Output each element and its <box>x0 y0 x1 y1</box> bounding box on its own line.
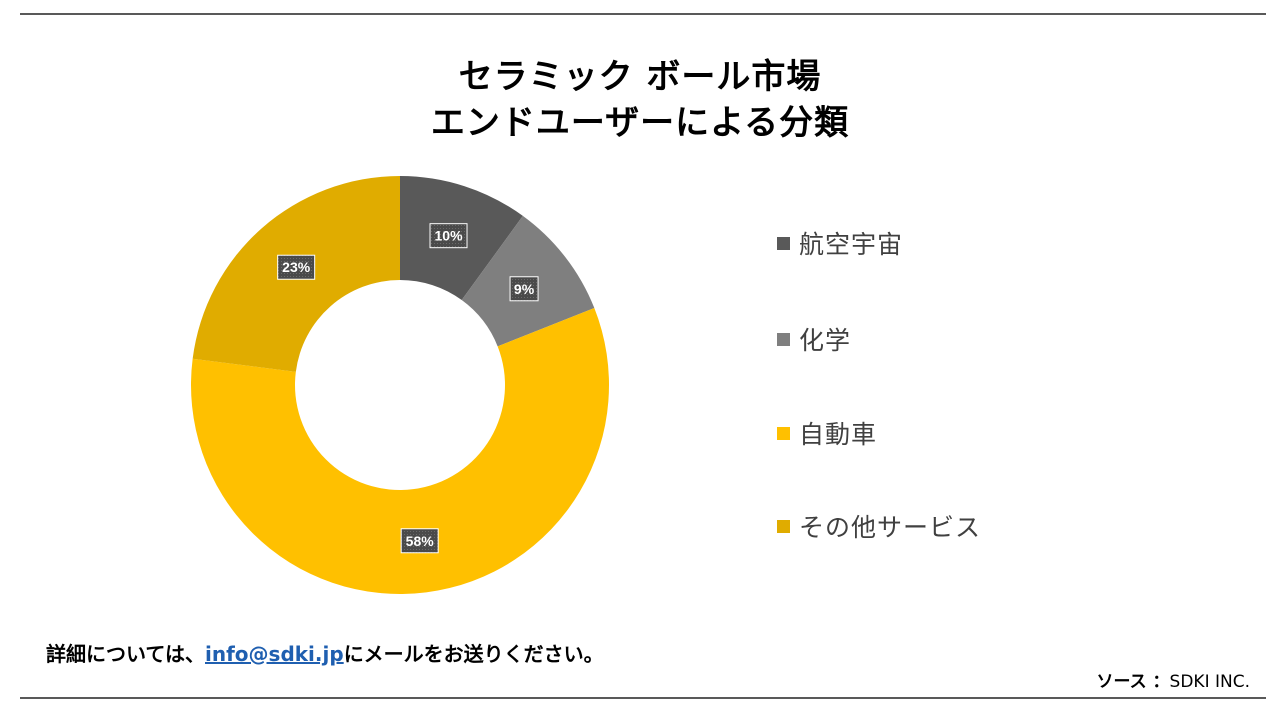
source-value: SDKI INC. <box>1169 672 1250 692</box>
legend-swatch-other-services <box>777 519 790 533</box>
donut-chart: 10% 9% 58% 23% <box>191 176 609 595</box>
contact-note: 詳細については、info@sdki.jpにメールをお送りください。 <box>46 638 604 667</box>
contact-note-prefix: 詳細については、 <box>46 642 205 666</box>
donut-data-labels: 10% 9% 58% 23% <box>277 223 539 554</box>
legend-item-other-services: その他サービス <box>777 506 981 546</box>
data-label-box <box>277 254 316 280</box>
data-label-box <box>429 223 468 249</box>
legend-swatch-automotive <box>777 426 790 440</box>
chart-title-line-2: エンドユーザーによる分類 <box>430 103 850 143</box>
data-label-aerospace: 10% <box>429 223 468 249</box>
email-link[interactable]: info@sdki.jp <box>205 642 344 666</box>
donut-slice-automotive <box>191 308 609 595</box>
bottom-divider <box>20 697 1266 699</box>
chart-title: セラミック ボール市場 エンドユーザーによる分類 <box>0 54 1280 146</box>
data-label-chemical: 9% <box>509 276 539 302</box>
data-label-text: 23% <box>282 259 311 275</box>
data-label-automotive: 58% <box>400 528 439 554</box>
data-label-box <box>509 276 539 302</box>
data-label-text: 9% <box>514 281 535 297</box>
data-label-other-services: 23% <box>277 254 316 280</box>
legend-swatch-chemical <box>777 332 790 346</box>
data-label-text: 58% <box>406 533 435 549</box>
source-label: ソース ： <box>1096 672 1170 692</box>
data-label-box <box>400 528 439 554</box>
top-divider <box>20 13 1266 15</box>
legend-swatch-aerospace <box>777 236 790 250</box>
contact-note-suffix: にメールをお送りください。 <box>343 642 604 666</box>
legend-label-chemical: 化学 <box>799 326 852 355</box>
donut-slices <box>191 176 609 595</box>
legend-label-automotive: 自動車 <box>799 420 878 449</box>
legend-label-aerospace: 航空宇宙 <box>799 230 904 259</box>
chart-title-line-1: セラミック ボール市場 <box>458 57 822 97</box>
legend-label-other-services: その他サービス <box>799 513 982 542</box>
legend-item-automotive: 自動車 <box>777 413 877 453</box>
source-credit: ソース ：SDKI INC. <box>1096 667 1250 692</box>
legend-item-aerospace: 航空宇宙 <box>777 223 903 263</box>
data-label-text: 10% <box>435 228 464 244</box>
legend-item-chemical: 化学 <box>777 319 851 359</box>
